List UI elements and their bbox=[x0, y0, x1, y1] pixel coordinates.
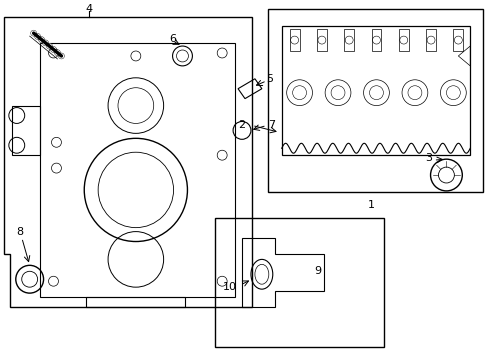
Text: 8: 8 bbox=[16, 226, 24, 237]
Text: 10: 10 bbox=[223, 282, 237, 292]
Circle shape bbox=[31, 30, 37, 36]
Text: 5: 5 bbox=[266, 74, 273, 84]
Circle shape bbox=[35, 33, 41, 39]
Text: 1: 1 bbox=[368, 200, 374, 210]
Circle shape bbox=[50, 46, 56, 53]
Text: 7: 7 bbox=[268, 121, 275, 130]
Circle shape bbox=[54, 50, 60, 56]
Circle shape bbox=[43, 40, 49, 46]
Circle shape bbox=[39, 37, 45, 42]
Text: 3: 3 bbox=[425, 153, 432, 163]
Circle shape bbox=[47, 43, 52, 49]
Text: 4: 4 bbox=[86, 4, 93, 14]
Circle shape bbox=[58, 53, 64, 59]
Text: 2: 2 bbox=[239, 121, 245, 130]
Text: 6: 6 bbox=[169, 34, 176, 44]
Text: 9: 9 bbox=[314, 266, 321, 276]
